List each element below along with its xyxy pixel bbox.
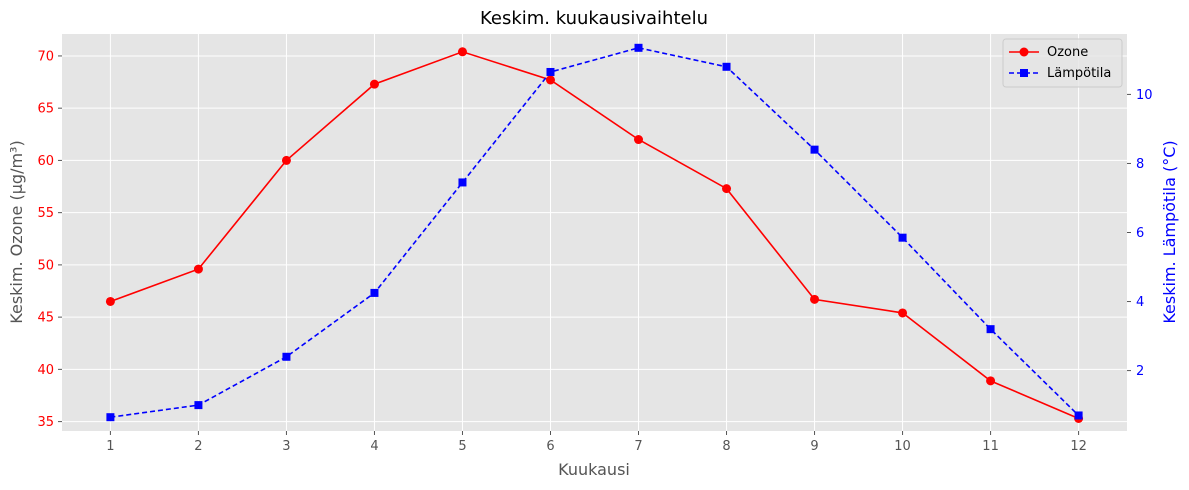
x-tick-label: 9: [810, 439, 818, 454]
data-point-square: [634, 43, 643, 52]
x-tick-label: 3: [282, 439, 290, 454]
x-tick-label: 1: [106, 439, 114, 454]
y-left-tick-label: 45: [37, 311, 54, 326]
legend-temperature-marker: [1020, 69, 1028, 77]
y-left-tick-label: 70: [37, 49, 54, 64]
data-point-square: [282, 352, 291, 361]
y-left-tick-label: 60: [37, 154, 54, 169]
series-line-circle: [110, 50, 1079, 420]
plot-background: [62, 34, 1127, 431]
x-tick-label: 10: [894, 439, 911, 454]
data-point-circle: [545, 75, 555, 85]
data-point-circle: [281, 155, 291, 165]
y-left-tick-label: 35: [37, 415, 54, 430]
series-layer: [105, 43, 1084, 423]
grid: [62, 34, 1127, 431]
y-right-tick-label: 6: [1136, 226, 1144, 241]
data-point-square: [898, 233, 907, 242]
y-axis-title-left: Keskim. Ozone (µg/m³): [7, 140, 26, 323]
y-right-tick-label: 8: [1136, 157, 1144, 172]
y-left-tick-label: 55: [37, 206, 54, 221]
y-left-tick-label: 50: [37, 258, 54, 273]
x-tick-label: 6: [546, 439, 554, 454]
legend: Ozone Lämpötila: [1002, 38, 1123, 88]
legend-temperature-label: Lämpötila: [1047, 66, 1111, 81]
data-point-circle: [986, 376, 996, 386]
data-point-square: [1074, 411, 1083, 420]
x-tick-label: 5: [458, 439, 466, 454]
data-point-square: [810, 145, 819, 154]
x-tick-label: 12: [1070, 439, 1087, 454]
data-point-circle: [457, 47, 467, 57]
y-axis-title-right: Keskim. Lämpötila (°C): [1160, 140, 1179, 323]
legend-box: [1002, 38, 1123, 88]
x-tick-label: 2: [194, 439, 202, 454]
series-line-square: [110, 46, 1080, 418]
y-right-tick-label: 2: [1136, 364, 1144, 379]
legend-ozone-marker: [1019, 47, 1029, 57]
y-left-tick-label: 40: [37, 363, 54, 378]
data-point-circle: [105, 296, 115, 306]
y-left-tick-label: 65: [37, 102, 54, 117]
data-point-circle: [193, 264, 203, 274]
x-tick-label: 4: [370, 439, 378, 454]
data-point-square: [986, 325, 995, 334]
y-right-tick-label: 10: [1136, 88, 1153, 103]
data-point-square: [722, 62, 731, 71]
x-tick-label: 8: [722, 439, 730, 454]
data-point-circle: [722, 184, 732, 194]
x-axis-title: Kuukausi: [558, 460, 630, 479]
data-point-circle: [898, 308, 908, 318]
x-tick-label: 11: [982, 439, 999, 454]
chart-title: Keskim. kuukausivaihtelu: [480, 8, 708, 29]
data-point-circle: [369, 79, 379, 89]
data-point-square: [370, 288, 379, 297]
data-point-square: [106, 413, 115, 422]
data-point-square: [458, 178, 467, 187]
data-point-square: [194, 401, 203, 410]
legend-ozone-label: Ozone: [1047, 45, 1088, 60]
data-point-circle: [634, 135, 644, 145]
data-point-circle: [810, 294, 820, 304]
data-point-square: [546, 67, 555, 76]
y-right-tick-label: 4: [1136, 295, 1144, 310]
x-tick-label: 7: [634, 439, 642, 454]
